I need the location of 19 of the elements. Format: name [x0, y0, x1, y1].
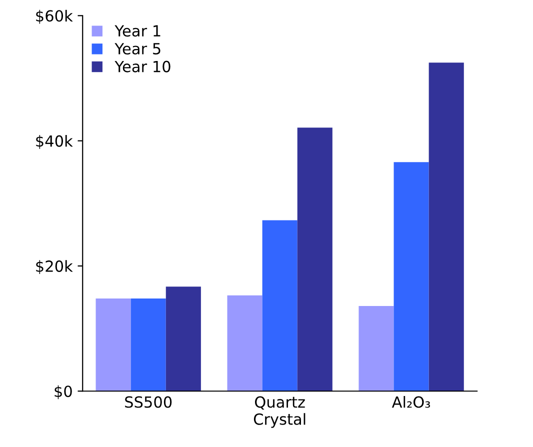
bar	[130, 298, 166, 392]
y-tick-label: $20k	[36, 260, 73, 274]
x-tick-label: SS500	[125, 396, 172, 408]
x-tick-label: Al₂O₃	[392, 396, 430, 408]
bar	[96, 298, 131, 392]
legend-label: Year 10	[114, 60, 170, 72]
bar	[227, 295, 262, 392]
legend-label: Year 1	[114, 25, 160, 37]
y-tick-label: $40k	[36, 135, 73, 149]
bar	[358, 306, 394, 392]
bar	[297, 128, 332, 392]
bar	[394, 162, 429, 392]
y-tick-label: $60k	[36, 10, 73, 24]
y-tick-label: $0	[54, 385, 72, 400]
bar	[262, 220, 298, 392]
bar	[428, 62, 464, 392]
legend-label: Year 5	[114, 43, 160, 54]
bar	[166, 286, 201, 392]
x-tick-label: Quartz Crystal	[254, 396, 306, 428]
